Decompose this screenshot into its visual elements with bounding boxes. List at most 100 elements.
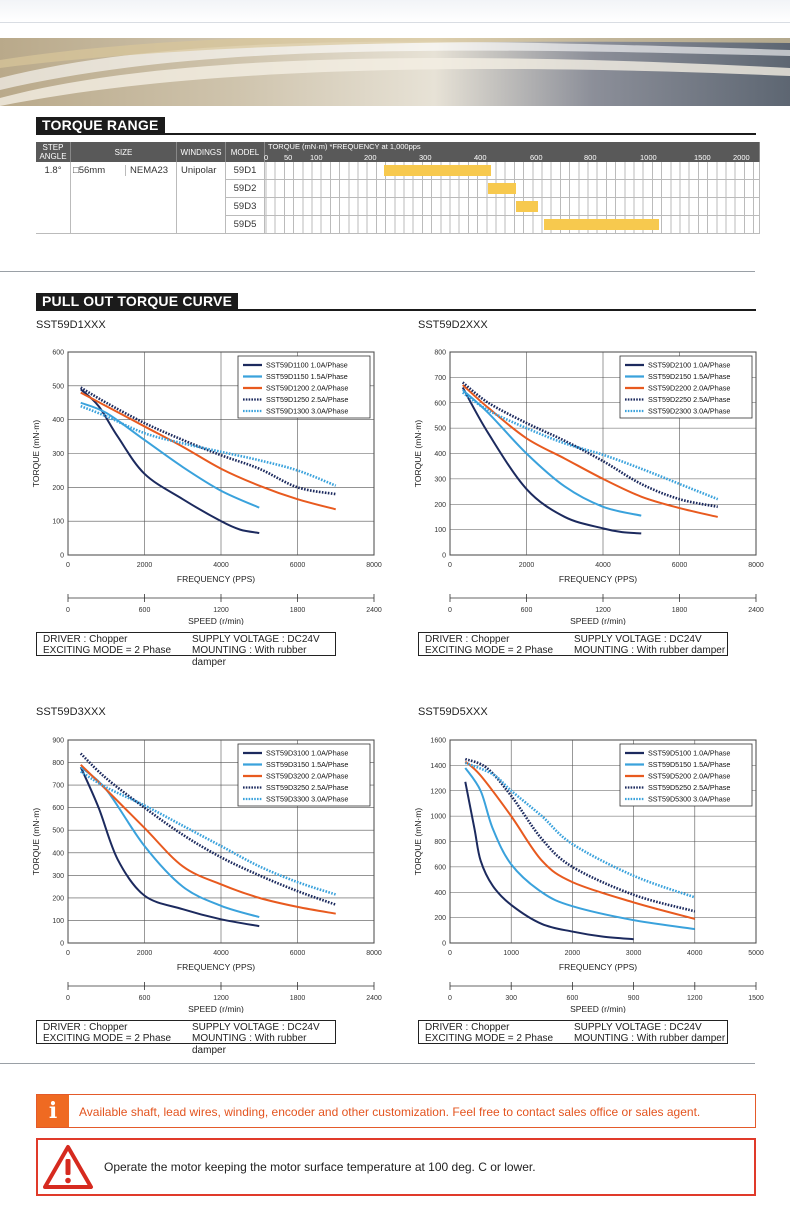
divider-1 (0, 271, 755, 272)
y-tick-label: 800 (52, 760, 64, 767)
range-bar (383, 165, 491, 176)
customization-text: Available shaft, lead wires, winding, en… (79, 1105, 701, 1119)
range-bar (516, 201, 539, 212)
driver-text: DRIVER : Chopper (43, 1022, 128, 1033)
speed-axis-label: SPEED (r/min) (188, 616, 244, 625)
windings-value: Unipolar (176, 162, 226, 234)
legend-label: SST59D3200 2.0A/Phase (266, 772, 348, 781)
y-tick-label: 600 (434, 400, 446, 407)
y-tick-label: 600 (434, 864, 446, 871)
mounting-text: MOUNTING : With rubber damper (574, 1033, 726, 1044)
legend-label: SST59D1200 2.0A/Phase (266, 384, 348, 393)
mode-text: EXCITING MODE = 2 Phase (43, 645, 172, 656)
voltage-text: SUPPLY VOLTAGE : DC24V (574, 1022, 702, 1033)
th-size: SIZE (70, 142, 177, 162)
voltage-text: SUPPLY VOLTAGE : DC24V (192, 1022, 320, 1033)
x-tick-label: 0 (448, 950, 452, 957)
step-angle-value: 1.8° (36, 162, 71, 234)
x-axis-label: FREQUENCY (PPS) (177, 574, 255, 584)
y-tick-label: 600 (52, 350, 64, 357)
x-tick-label: 4000 (595, 562, 611, 569)
y-tick-label: 100 (52, 918, 64, 925)
speed-tick-label: 1200 (687, 995, 703, 1002)
speed-tick-label: 600 (139, 995, 151, 1002)
warning-notice: Operate the motor keeping the motor surf… (36, 1138, 756, 1196)
y-tick-label: 1200 (430, 788, 446, 795)
legend-label: SST59D5300 3.0A/Phase (648, 795, 730, 804)
y-tick-label: 100 (434, 527, 446, 534)
series-line (80, 386, 336, 496)
mounting-text: MOUNTING : With rubber damper (574, 645, 726, 656)
speed-tick-label: 1200 (213, 607, 229, 614)
torque-scale-tick: 1000 (640, 153, 657, 162)
model-59d1: 59D1 (225, 162, 265, 180)
info-box-d1: DRIVER : Chopper SUPPLY VOLTAGE : DC24V … (36, 632, 336, 668)
speed-tick-label: 1800 (672, 607, 688, 614)
x-tick-label: 8000 (748, 562, 764, 569)
range-row-59d2 (264, 179, 760, 198)
y-tick-label: 0 (60, 553, 64, 560)
x-tick-label: 1000 (503, 950, 519, 957)
x-tick-label: 0 (66, 950, 70, 957)
legend-label: SST59D3300 3.0A/Phase (266, 795, 348, 804)
torque-scale-tick: 0 (264, 153, 269, 162)
y-axis-label: TORQUE (mN·m) (31, 808, 41, 876)
y-tick-label: 500 (52, 383, 64, 390)
legend-label: SST59D2150 1.5A/Phase (648, 372, 730, 381)
legend-label: SST59D2300 3.0A/Phase (648, 407, 730, 416)
divider-2 (0, 1063, 755, 1064)
model-59d5: 59D5 (225, 215, 265, 234)
speed-tick-label: 0 (448, 607, 452, 614)
th-step-angle: STEP ANGLE (36, 142, 71, 162)
y-tick-label: 300 (52, 451, 64, 458)
pull-out-title: PULL OUT TORQUE CURVE (36, 293, 239, 310)
x-axis-label: FREQUENCY (PPS) (177, 962, 255, 972)
series-line (79, 766, 260, 928)
y-tick-label: 400 (52, 850, 64, 857)
size-nema: NEMA23 (125, 165, 168, 176)
y-tick-label: 500 (434, 426, 446, 433)
legend-label: SST59D1250 2.5A/Phase (266, 395, 348, 404)
model-59d2: 59D2 (225, 179, 265, 198)
series-line (80, 391, 337, 511)
y-axis-label: TORQUE (mN·m) (413, 420, 423, 488)
th-windings: WINDINGS (176, 142, 226, 162)
speed-axis-label: SPEED (r/min) (188, 1004, 244, 1013)
model-59d3: 59D3 (225, 197, 265, 216)
range-row-59d3 (264, 197, 760, 216)
torque-range-rule (36, 133, 756, 135)
torque-range-table: STEP ANGLE SIZE WINDINGS MODEL TORQUE (m… (36, 142, 760, 234)
torque-range-title: TORQUE RANGE (36, 117, 165, 134)
speed-tick-label: 2400 (366, 607, 382, 614)
voltage-text: SUPPLY VOLTAGE : DC24V (574, 634, 702, 645)
driver-text: DRIVER : Chopper (425, 1022, 510, 1033)
pull-out-rule (36, 309, 756, 311)
series-line (464, 761, 696, 899)
series-line (461, 381, 719, 509)
x-tick-label: 0 (448, 562, 452, 569)
speed-tick-label: 1200 (595, 607, 611, 614)
x-tick-label: 4000 (213, 562, 229, 569)
driver-text: DRIVER : Chopper (425, 634, 510, 645)
torque-chart-d3: 0 2000 4000 6000 800001002003004005006007008… (31, 738, 382, 1014)
mode-text: EXCITING MODE = 2 Phase (425, 1033, 554, 1044)
x-tick-label: 4000 (213, 950, 229, 957)
torque-scale-tick: 400 (474, 153, 487, 162)
series-line (462, 389, 642, 517)
y-tick-label: 1600 (430, 738, 446, 745)
x-tick-label: 6000 (672, 562, 688, 569)
top-strip (0, 0, 790, 23)
series-line (80, 764, 336, 915)
series-line (464, 757, 696, 913)
customization-notice: i Available shaft, lead wires, winding, … (36, 1094, 756, 1128)
speed-tick-label: 0 (448, 995, 452, 1002)
y-tick-label: 100 (52, 519, 64, 526)
series-line (461, 391, 719, 501)
mode-text: EXCITING MODE = 2 Phase (43, 1033, 172, 1044)
speed-tick-label: 2400 (748, 607, 764, 614)
legend-label: SST59D2200 2.0A/Phase (648, 384, 730, 393)
mounting-text: MOUNTING : With rubber damper (192, 1033, 307, 1056)
torque-scale-tick: 200 (364, 153, 377, 162)
info-box-d3: DRIVER : Chopper SUPPLY VOLTAGE : DC24V … (36, 1020, 336, 1056)
speed-tick-label: 600 (139, 607, 151, 614)
